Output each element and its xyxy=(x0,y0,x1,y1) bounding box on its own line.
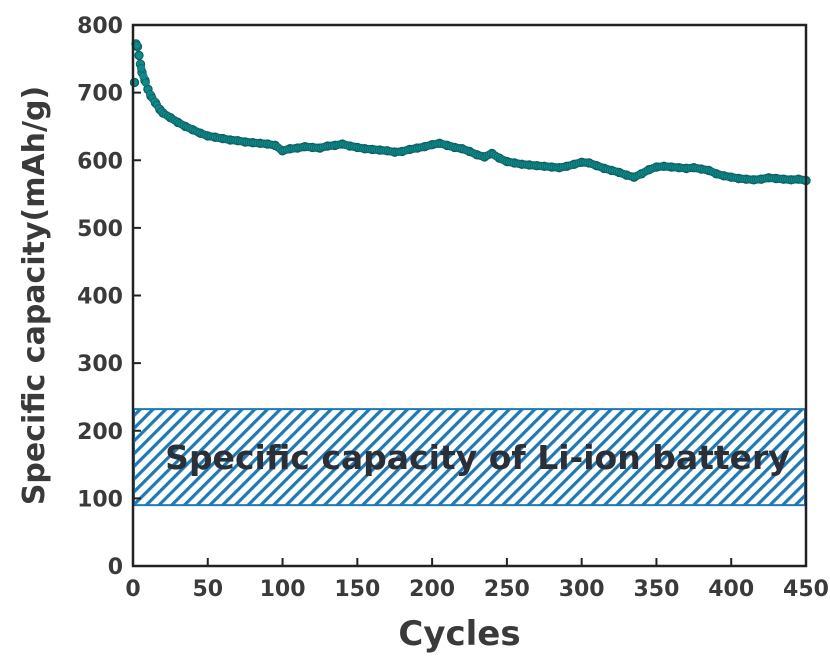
x-axis-title: Cycles xyxy=(398,614,520,654)
y-tick-label: 800 xyxy=(77,14,123,39)
data-layer xyxy=(130,40,810,185)
y-axis-title: Specific capacity(mAh/g) xyxy=(17,86,52,505)
y-tick-label: 0 xyxy=(108,555,123,580)
x-tick-label: 450 xyxy=(783,577,829,602)
y-tick-label: 500 xyxy=(77,217,123,242)
x-tick-label: 250 xyxy=(484,577,530,602)
data-point-fill xyxy=(137,64,145,72)
x-tick-label: 0 xyxy=(125,577,140,602)
x-tick-label: 150 xyxy=(334,577,380,602)
y-tick-label: 400 xyxy=(77,285,123,310)
x-tick-label: 50 xyxy=(192,577,223,602)
y-tick-label: 100 xyxy=(77,487,123,512)
y-tick-label: 300 xyxy=(77,352,123,377)
x-tick-label: 350 xyxy=(633,577,679,602)
y-tick-label: 600 xyxy=(77,149,123,174)
x-tick-label: 100 xyxy=(260,577,306,602)
y-tick-label: 200 xyxy=(77,420,123,445)
band-label: Specific capacity of Li-ion battery xyxy=(165,438,790,477)
band-layer: Specific capacity of Li-ion battery xyxy=(134,409,805,505)
x-tick-label: 400 xyxy=(708,577,754,602)
x-tick-label: 300 xyxy=(559,577,605,602)
data-point-fill xyxy=(135,52,143,60)
x-tick-label: 200 xyxy=(409,577,455,602)
y-tick-label: 700 xyxy=(77,82,123,107)
axis-layer: 0 50 100 150 200 250 300 350 400 450 0 100 200 300 400… xyxy=(17,14,829,654)
